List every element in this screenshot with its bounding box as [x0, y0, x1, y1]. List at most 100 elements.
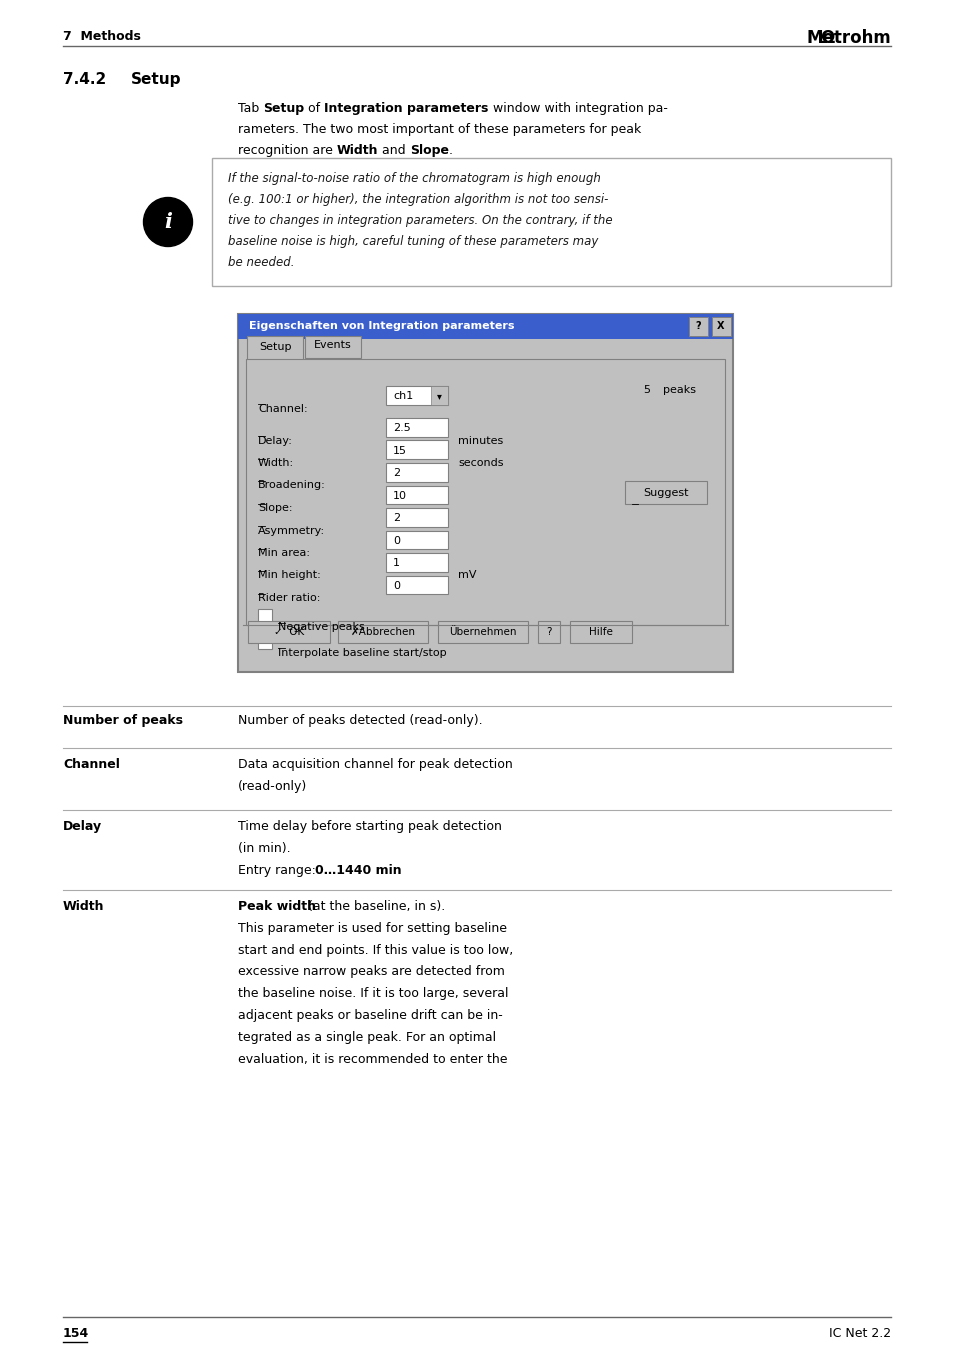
Text: This parameter is used for setting baseline: This parameter is used for setting basel… — [237, 921, 506, 935]
Bar — [386, 417, 448, 436]
Bar — [248, 620, 330, 643]
Text: excessive narrow peaks are detected from: excessive narrow peaks are detected from — [237, 966, 504, 978]
Text: Setup: Setup — [258, 343, 291, 353]
Text: (e.g. 100:1 or higher), the integration algorithm is not too sensi-: (e.g. 100:1 or higher), the integration … — [228, 193, 608, 205]
Bar — [386, 463, 448, 481]
Text: 1: 1 — [393, 558, 399, 569]
Text: 7.4.2: 7.4.2 — [63, 72, 106, 86]
Text: and: and — [378, 145, 410, 157]
Text: be needed.: be needed. — [228, 255, 294, 269]
Bar — [386, 531, 448, 549]
Text: 5: 5 — [642, 385, 649, 394]
Text: ✗Abbrechen: ✗Abbrechen — [350, 627, 416, 638]
Text: Min area:: Min area: — [257, 549, 310, 558]
Text: of: of — [304, 101, 324, 115]
Bar — [257, 634, 272, 648]
Text: Width: Width — [336, 145, 378, 157]
Text: evaluation, it is recommended to enter the: evaluation, it is recommended to enter t… — [237, 1052, 507, 1066]
Bar — [247, 335, 303, 359]
Text: Broadening:: Broadening: — [257, 481, 325, 490]
Text: (at the baseline, in s).: (at the baseline, in s). — [304, 900, 445, 913]
Circle shape — [143, 197, 193, 246]
Text: Delay: Delay — [63, 820, 102, 834]
Text: tive to changes in integration parameters. On the contrary, if the: tive to changes in integration parameter… — [228, 213, 612, 227]
Text: Channel: Channel — [63, 758, 120, 771]
Text: ?: ? — [695, 322, 700, 331]
Text: seconds: seconds — [457, 458, 503, 467]
Text: 2: 2 — [393, 469, 399, 478]
Bar — [624, 481, 706, 504]
Bar — [237, 313, 732, 339]
Text: Suggest: Suggest — [642, 488, 688, 499]
Text: Rider ratio:: Rider ratio: — [257, 593, 320, 603]
Text: Slope:: Slope: — [257, 503, 293, 513]
Text: Events: Events — [314, 340, 352, 350]
Bar — [386, 485, 448, 504]
Text: Slope: Slope — [410, 145, 449, 157]
Text: ✓  OK: ✓ OK — [274, 627, 304, 638]
Text: Metrohm: Metrohm — [805, 28, 890, 47]
Bar — [386, 386, 448, 404]
Text: 10: 10 — [393, 490, 407, 501]
Bar — [386, 553, 448, 571]
Text: baseline noise is high, careful tuning of these parameters may: baseline noise is high, careful tuning o… — [228, 235, 598, 249]
Text: Width:: Width: — [257, 458, 294, 467]
Bar — [257, 609, 272, 623]
Bar — [711, 316, 730, 335]
Bar — [688, 316, 707, 335]
Bar — [212, 158, 890, 286]
Text: recognition are: recognition are — [237, 145, 336, 157]
Text: X: X — [717, 322, 724, 331]
Bar — [305, 336, 360, 358]
Text: (read-only): (read-only) — [237, 780, 307, 793]
Bar — [246, 358, 724, 626]
Text: Integration parameters: Integration parameters — [324, 101, 488, 115]
Text: Peak width: Peak width — [237, 900, 315, 913]
Text: 2.5: 2.5 — [393, 423, 411, 434]
Text: IC Net 2.2: IC Net 2.2 — [828, 1327, 890, 1340]
Bar — [386, 440, 448, 459]
Text: rameters. The two most important of these parameters for peak: rameters. The two most important of thes… — [237, 123, 640, 136]
Text: peaks: peaks — [662, 385, 696, 394]
Text: tegrated as a single peak. For an optimal: tegrated as a single peak. For an optima… — [237, 1031, 496, 1044]
Text: Time delay before starting peak detection: Time delay before starting peak detectio… — [237, 820, 501, 834]
Text: Setup: Setup — [131, 72, 181, 86]
Text: 0…1440 min: 0…1440 min — [314, 865, 401, 877]
Text: adjacent peaks or baseline drift can be in-: adjacent peaks or baseline drift can be … — [237, 1009, 502, 1021]
Text: Negative peaks: Negative peaks — [277, 623, 364, 632]
Text: i: i — [164, 212, 172, 232]
Bar — [431, 386, 448, 404]
Text: Setup: Setup — [263, 101, 304, 115]
Text: 7  Methods: 7 Methods — [63, 30, 141, 43]
Text: Width: Width — [63, 900, 105, 913]
Text: mV: mV — [457, 570, 476, 581]
Text: the baseline noise. If it is too large, several: the baseline noise. If it is too large, … — [237, 988, 508, 1000]
Text: minutes: minutes — [457, 435, 503, 446]
Text: 0: 0 — [393, 581, 399, 590]
Bar — [569, 620, 631, 643]
Bar — [337, 620, 428, 643]
Bar — [437, 620, 527, 643]
Text: Ω: Ω — [821, 28, 835, 47]
Text: Delay:: Delay: — [257, 435, 293, 446]
Text: Übernehmen: Übernehmen — [449, 627, 517, 638]
Text: 0: 0 — [393, 536, 399, 546]
Text: 15: 15 — [393, 446, 407, 455]
Text: ▾: ▾ — [436, 392, 441, 401]
Text: Tab: Tab — [237, 101, 263, 115]
Text: Asymmetry:: Asymmetry: — [257, 526, 325, 535]
Bar — [386, 508, 448, 527]
Text: (in min).: (in min). — [237, 842, 291, 855]
Text: Interpolate baseline start/stop: Interpolate baseline start/stop — [277, 647, 446, 658]
Text: .: . — [449, 145, 453, 157]
Text: Number of peaks: Number of peaks — [63, 713, 183, 727]
Text: Entry range:: Entry range: — [237, 865, 323, 877]
Text: Data acquisition channel for peak detection: Data acquisition channel for peak detect… — [237, 758, 512, 771]
Text: Eigenschaften von Integration parameters: Eigenschaften von Integration parameters — [249, 322, 514, 331]
Text: 154: 154 — [63, 1327, 90, 1340]
Text: Channel:: Channel: — [257, 404, 307, 413]
Text: start and end points. If this value is too low,: start and end points. If this value is t… — [237, 943, 513, 957]
Text: window with integration pa-: window with integration pa- — [488, 101, 667, 115]
Text: 2: 2 — [393, 513, 399, 523]
Text: Min height:: Min height: — [257, 570, 320, 581]
